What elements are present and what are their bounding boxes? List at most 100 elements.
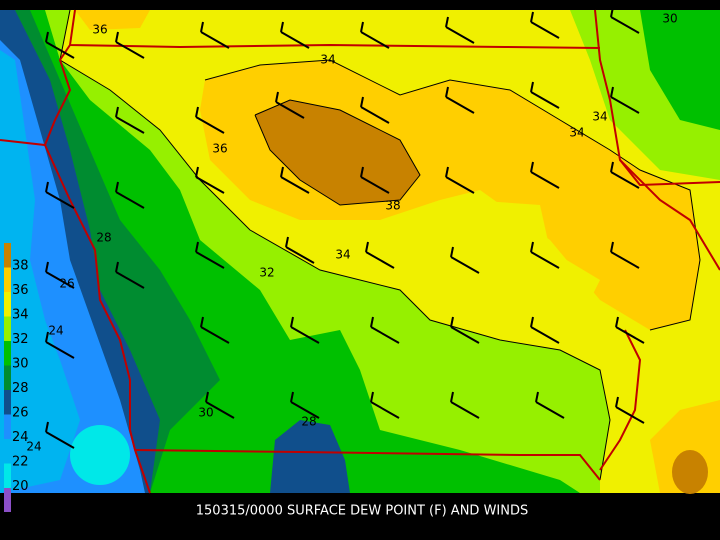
state-border — [594, 9, 720, 187]
wind-barb-flag — [445, 86, 449, 98]
wind-barb-flag — [45, 181, 49, 193]
colorbar-swatch — [4, 488, 11, 512]
contour-label: 28 — [301, 415, 316, 429]
wind-barb-flag — [280, 166, 284, 178]
wind-barb — [365, 251, 395, 269]
wind-barb — [290, 401, 320, 419]
wind-barb-flag — [450, 391, 454, 403]
colorbar-swatch — [4, 267, 11, 292]
colorbar-label: 30 — [12, 357, 29, 372]
wind-barb — [610, 171, 640, 189]
wind-barb — [45, 271, 75, 289]
contour-label: 36 — [212, 142, 227, 156]
wind-barb — [290, 326, 320, 344]
wind-barb-flag — [285, 236, 289, 248]
wind-barb — [200, 326, 230, 344]
fill-26 — [270, 420, 350, 493]
contour-label: 28 — [96, 231, 111, 245]
wind-barb-flag — [610, 86, 614, 98]
wind-barb-flag — [450, 316, 454, 328]
contour-label: 30 — [662, 12, 677, 26]
contour-label: 24 — [26, 440, 41, 454]
wind-barb-flag — [530, 316, 534, 328]
wind-barb — [45, 41, 75, 59]
colorbar-swatch — [4, 243, 11, 268]
colorbar: 38 36 34 32 30 28 26 24 22 20 — [4, 243, 29, 512]
wind-barb — [195, 176, 225, 194]
wind-barb-flag — [45, 261, 49, 273]
state-border — [599, 329, 642, 471]
wind-barb-flag — [450, 246, 454, 258]
wind-barb — [450, 256, 480, 274]
wind-barb — [280, 31, 310, 49]
caption: 150315/0000 SURFACE DEW POINT (F) AND WI… — [196, 504, 529, 519]
wind-barb-flag — [115, 106, 119, 118]
contours — [59, 9, 701, 481]
colorbar-swatch — [4, 390, 11, 415]
fill-30 — [640, 10, 720, 130]
colorbar-label: 32 — [12, 332, 29, 347]
state-border — [44, 144, 151, 494]
contour-label: 34 — [569, 126, 584, 140]
wind-barb-flag — [370, 391, 374, 403]
contour-labels: 36 34 34 34 36 38 34 32 28 26 24 30 28 24 30 — [26, 12, 677, 454]
wind-barb-flag — [205, 391, 209, 403]
wind-barb — [115, 191, 145, 209]
wind-barb — [615, 326, 645, 344]
fill-20 — [70, 425, 130, 485]
wind-barb-flag — [615, 316, 619, 328]
wind-barb — [360, 106, 390, 124]
state-border — [68, 9, 601, 49]
colorbar-swatch — [4, 463, 11, 488]
wind-barb-flag — [115, 261, 119, 273]
contour-line — [254, 99, 421, 206]
colorbar-label: 20 — [12, 479, 29, 494]
wind-barb-flag — [615, 396, 619, 408]
wind-barb — [45, 341, 75, 359]
contour-label: 34 — [320, 53, 335, 67]
wind-barb-flag — [530, 161, 534, 173]
contour-label: 24 — [48, 324, 63, 338]
contour-line — [59, 9, 611, 481]
contour-line — [204, 59, 701, 331]
wind-barb-flag — [45, 31, 49, 43]
colorbar-swatch — [4, 414, 11, 439]
contour-label: 36 — [92, 23, 107, 37]
wind-barb-flag — [290, 391, 294, 403]
wind-barb — [445, 26, 475, 44]
wind-barb — [285, 246, 315, 264]
wind-barb-flag — [200, 21, 204, 33]
wind-barb-flag — [365, 241, 369, 253]
wind-barb-flag — [45, 421, 49, 433]
contour-label: 34 — [335, 248, 350, 262]
state-border — [0, 44, 72, 147]
colorbar-label: 24 — [12, 430, 29, 445]
wind-barbs — [45, 6, 645, 449]
wind-barb — [535, 401, 565, 419]
wind-barb — [115, 41, 145, 59]
contour-label: 38 — [385, 199, 400, 213]
wind-barb-flag — [530, 81, 534, 93]
colorbar-label: 36 — [12, 283, 29, 298]
wind-barb — [360, 176, 390, 194]
fill-38 — [672, 450, 708, 494]
wind-barb — [530, 21, 560, 39]
colorbar-label: 38 — [12, 259, 29, 274]
wind-barb — [360, 31, 390, 49]
wind-barb-flag — [200, 316, 204, 328]
wind-barb-flag — [115, 181, 119, 193]
dewpoint-fills — [0, 10, 720, 494]
wind-barb — [200, 31, 230, 49]
wind-barb — [445, 176, 475, 194]
wind-barb-flag — [360, 96, 364, 108]
state-border — [619, 159, 720, 271]
colorbar-swatch — [4, 439, 11, 464]
wind-barb-flag — [535, 391, 539, 403]
wind-barb — [530, 91, 560, 109]
wind-barb-flag — [195, 166, 199, 178]
wind-barb — [280, 176, 310, 194]
wind-barb — [530, 171, 560, 189]
wind-barb-flag — [280, 21, 284, 33]
wind-barb — [195, 116, 225, 134]
wind-barb — [450, 326, 480, 344]
